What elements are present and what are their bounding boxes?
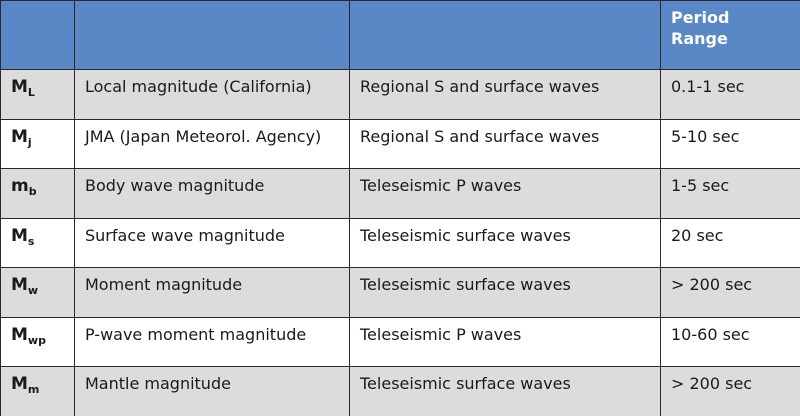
header-symbol [0, 0, 75, 70]
symbol: M [11, 77, 28, 97]
table-row: Mm Mantle magnitude Teleseismic surface … [0, 366, 800, 416]
symbol-cell: mb [0, 168, 75, 219]
wave-type: Teleseismic P waves [349, 168, 661, 219]
symbol-cell: Mw [0, 267, 75, 318]
magnitude-name: P-wave moment magnitude [74, 316, 350, 367]
symbol: m [11, 176, 29, 196]
magnitude-name: JMA (Japan Meteorol. Agency) [74, 118, 350, 169]
period-range: 5-10 sec [660, 118, 800, 169]
symbol-cell: Mwp [0, 316, 75, 367]
symbol: M [11, 275, 28, 295]
symbol: M [11, 225, 28, 246]
symbol-subscript: j [27, 135, 32, 149]
magnitude-name: Body wave magnitude [74, 168, 350, 219]
symbol: M [11, 324, 28, 345]
table-row: Mj JMA (Japan Meteorol. Agency) Regional… [0, 118, 800, 169]
table-row: Mwp P-wave moment magnitude Teleseismic … [0, 316, 800, 367]
wave-type: Regional S and surface waves [349, 69, 661, 120]
symbol-subscript: b [28, 185, 37, 198]
period-range: > 200 sec [660, 267, 800, 318]
period-range: > 200 sec [660, 366, 800, 416]
symbol-subscript: s [27, 234, 35, 248]
table-row: Mw Moment magnitude Teleseismic surface … [0, 267, 800, 318]
header-magnitude-name [74, 0, 350, 70]
header-period-range: Period Range [660, 0, 800, 70]
table-row: mb Body wave magnitude Teleseismic P wav… [0, 168, 800, 219]
period-range: 0.1-1 sec [660, 69, 800, 120]
period-range: 20 sec [660, 217, 800, 268]
magnitude-name: Local magnitude (California) [74, 69, 350, 120]
magnitude-name: Surface wave magnitude [74, 217, 350, 268]
symbol-subscript: wp [27, 333, 46, 347]
table-row: Ms Surface wave magnitude Teleseismic su… [0, 217, 800, 268]
symbol: M [11, 374, 28, 394]
wave-type: Teleseismic surface waves [349, 217, 661, 268]
symbol-subscript: w [27, 284, 39, 297]
table-row: ML Local magnitude (California) Regional… [0, 69, 800, 120]
wave-type: Teleseismic P waves [349, 316, 661, 367]
symbol-cell: Ms [0, 217, 75, 268]
symbol: M [11, 126, 28, 147]
period-range: 1-5 sec [660, 168, 800, 219]
symbol-cell: Mm [0, 366, 75, 416]
symbol-subscript: m [27, 383, 40, 396]
wave-type: Regional S and surface waves [349, 118, 661, 169]
wave-type: Teleseismic surface waves [349, 267, 661, 318]
magnitude-name: Moment magnitude [74, 267, 350, 318]
symbol-subscript: L [27, 86, 35, 99]
header-row: Period Range [0, 0, 800, 70]
magnitude-name: Mantle magnitude [74, 366, 350, 416]
wave-type: Teleseismic surface waves [349, 366, 661, 416]
symbol-cell: ML [0, 69, 75, 120]
symbol-cell: Mj [0, 118, 75, 169]
header-waves [349, 0, 661, 70]
period-range: 10-60 sec [660, 316, 800, 367]
